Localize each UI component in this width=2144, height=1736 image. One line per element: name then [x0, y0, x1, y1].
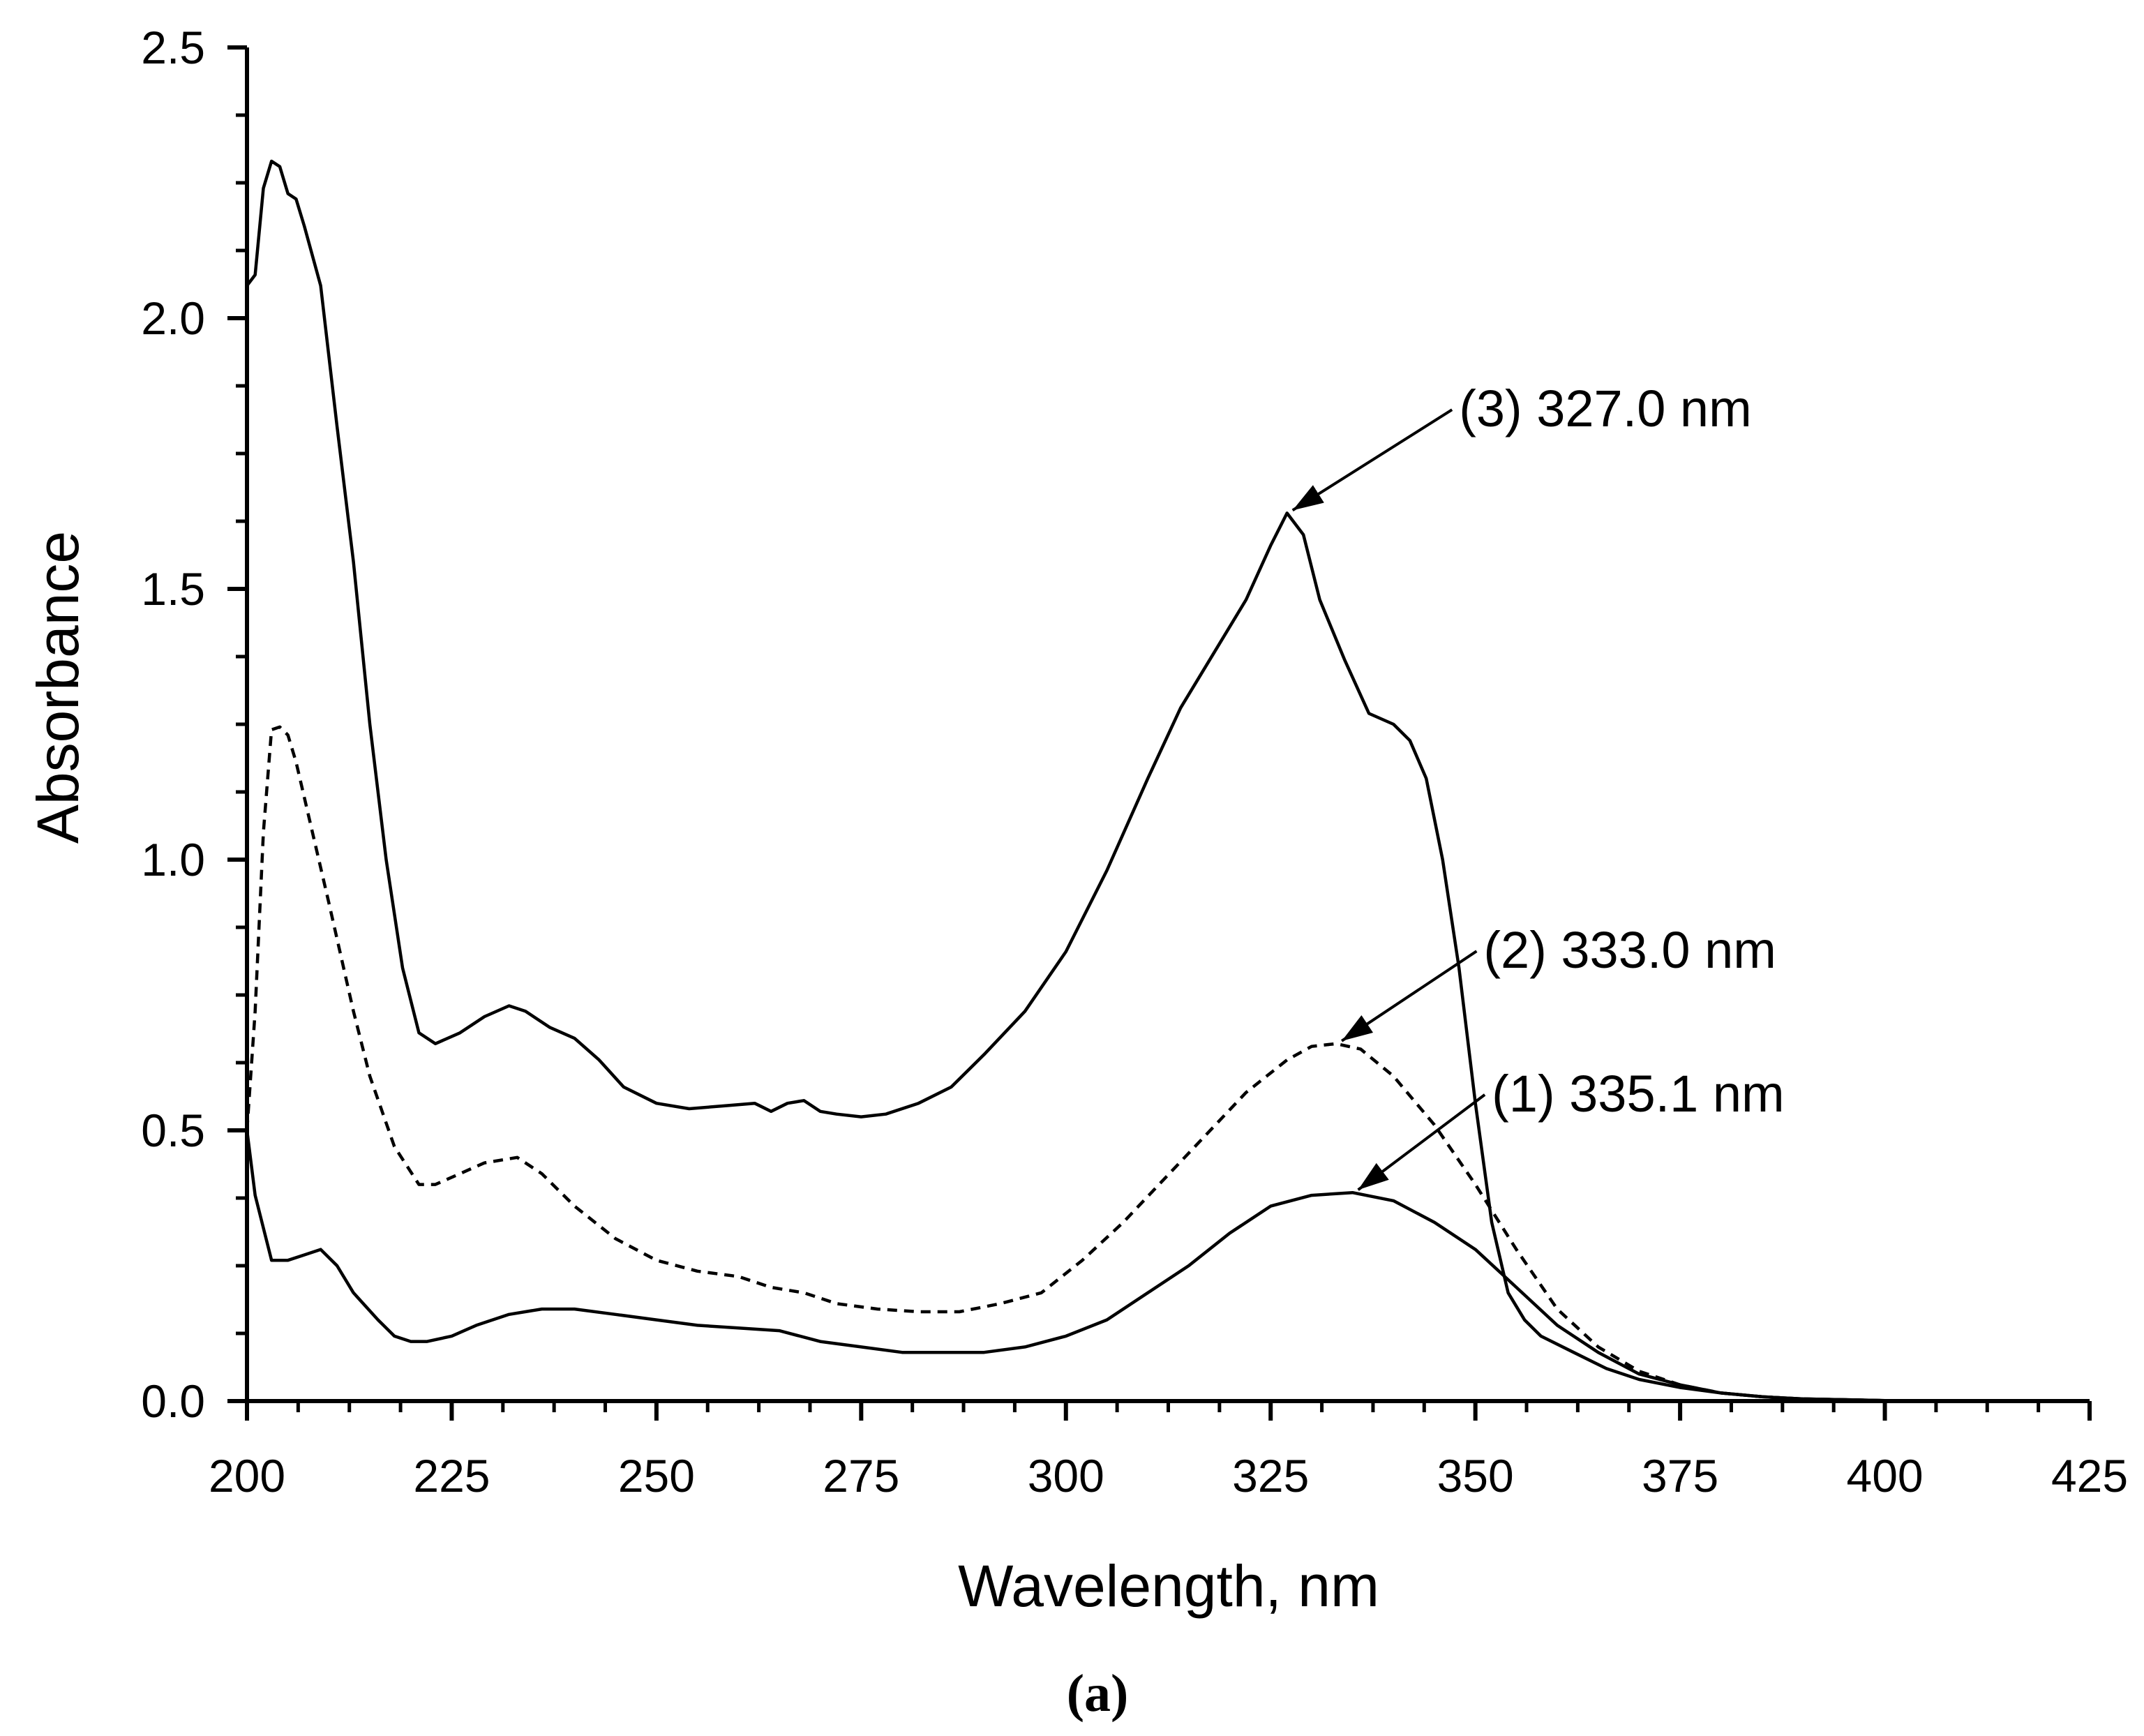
series-line-2	[245, 725, 2090, 1403]
spectrum-curves	[245, 159, 2090, 1403]
plot-area: (3) 327.0 nm (2) 333.0 nm (1) 335.1 nm	[245, 159, 2090, 1403]
peak-annotations: (3) 327.0 nm (2) 333.0 nm (1) 335.1 nm	[1291, 380, 1785, 1191]
y-axis-title: Absorbance	[25, 531, 91, 844]
x-tick-label: 300	[1028, 1450, 1104, 1502]
annotation-arrow	[1341, 950, 1478, 1042]
annotation-arrow	[1357, 1093, 1486, 1191]
x-tick-label: 425	[2051, 1450, 2128, 1502]
x-tick-label: 400	[1846, 1450, 1923, 1502]
annotation-label: (2) 333.0 nm	[1483, 921, 1776, 979]
x-tick-label: 275	[823, 1450, 899, 1502]
series-line-3	[246, 159, 2090, 1403]
series-line-1	[245, 1130, 2090, 1403]
x-tick-label: 325	[1232, 1450, 1309, 1502]
y-tick-label: 2.0	[141, 292, 205, 344]
x-tick-label: 375	[1642, 1450, 1718, 1502]
x-tick-label: 200	[209, 1450, 285, 1502]
axes: 200 225 250 275 300 325 350 375 400 425 0.0 0.5 1.0…	[141, 22, 2128, 1502]
panel-label: (a)	[1067, 1664, 1129, 1723]
x-axis-ticks: 200 225 250 275 300 325 350 375 400 425	[209, 1401, 2128, 1502]
x-tick-label: 225	[413, 1450, 490, 1502]
y-tick-label: 2.5	[141, 22, 205, 73]
y-axis-ticks: 0.0 0.5 1.0 1.5 2.0 2.5	[141, 22, 247, 1427]
y-tick-label: 0.0	[141, 1375, 205, 1427]
x-axis-title: Wavelength, nm	[958, 1553, 1379, 1619]
annotation-label: (1) 335.1 nm	[1492, 1065, 1785, 1123]
y-tick-label: 1.0	[141, 834, 205, 885]
annotation-label: (3) 327.0 nm	[1459, 380, 1752, 437]
annotation-arrow	[1291, 408, 1453, 512]
y-tick-label: 1.5	[141, 563, 205, 615]
x-tick-label: 350	[1437, 1450, 1514, 1502]
y-tick-label: 0.5	[141, 1105, 205, 1156]
x-tick-label: 250	[618, 1450, 695, 1502]
